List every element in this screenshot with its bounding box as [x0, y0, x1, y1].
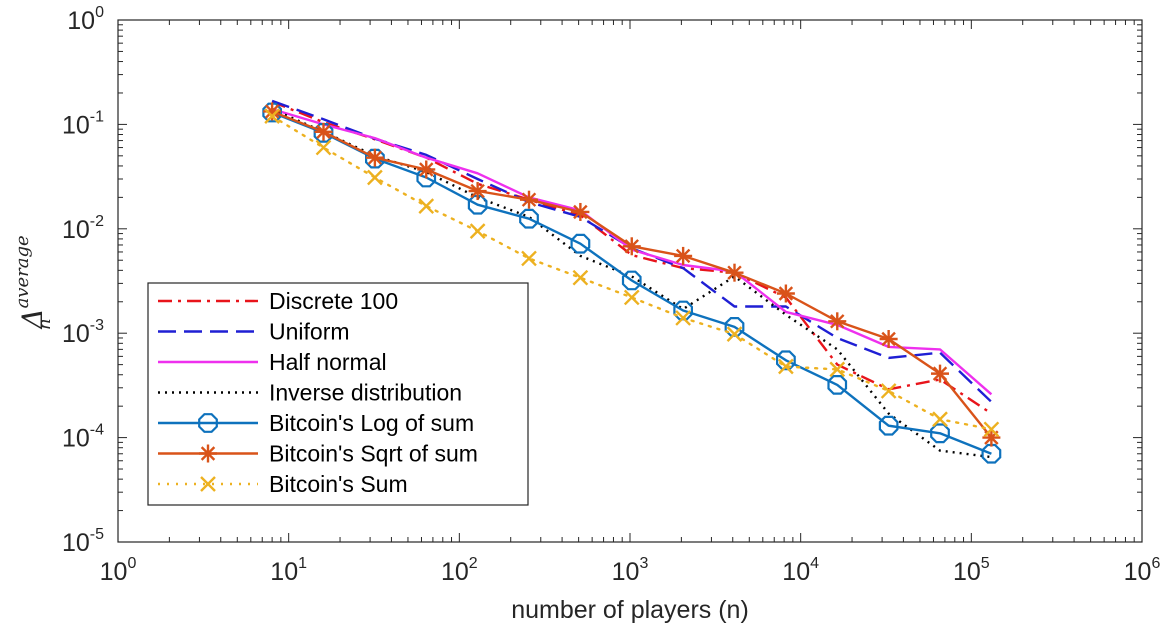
- series-point: [621, 270, 642, 291]
- series-point: [468, 182, 487, 201]
- series-point: [521, 250, 537, 267]
- series-layer: [262, 99, 1002, 464]
- legend-label: Half normal: [269, 349, 387, 375]
- series-point: [262, 102, 282, 123]
- series-line: [271, 108, 992, 459]
- y-tick-label: 100: [67, 4, 104, 35]
- legend-label: Inverse distribution: [269, 380, 462, 406]
- x-tick-label: 106: [1124, 555, 1161, 586]
- series-point: [315, 139, 332, 156]
- series-point: [828, 312, 847, 331]
- series-point: [417, 160, 436, 179]
- legend-item: Bitcoin's Sum: [158, 471, 408, 497]
- series-point: [418, 198, 435, 214]
- legend-label: Discrete 100: [269, 288, 398, 314]
- x-tick-label: 100: [100, 555, 137, 586]
- x-tick-label: 101: [270, 555, 307, 586]
- series-bitcoin-s-log-of-sum: [262, 102, 1002, 464]
- series-point: [469, 223, 486, 239]
- series-point: [200, 476, 216, 492]
- legend-item: Half normal: [158, 349, 387, 375]
- series-point: [930, 423, 950, 444]
- series-point: [725, 263, 744, 282]
- y-axis-title-sup: average: [12, 235, 33, 308]
- series-point: [623, 289, 640, 306]
- legend-item: Discrete 100: [158, 288, 398, 314]
- series-point: [879, 329, 898, 348]
- series-inverse-distribution: [271, 108, 992, 459]
- axis-layer: 100 101 102 103 104 105 106 10-5 10-4 10-3 10-2 10-…: [62, 4, 1161, 586]
- legend-label: Bitcoin's Log of sum: [269, 410, 474, 436]
- series-point: [314, 122, 333, 141]
- legend-item: Inverse distribution: [158, 380, 462, 406]
- series-point: [467, 194, 488, 215]
- series-point: [827, 375, 848, 395]
- legend-item: Bitcoin's Sqrt of sum: [158, 441, 478, 467]
- legend-label: Uniform: [269, 319, 350, 345]
- series-point: [622, 237, 641, 256]
- legend-label: Bitcoin's Sum: [269, 471, 408, 497]
- series-point: [570, 233, 591, 254]
- series-point: [199, 444, 217, 463]
- legend-item: Bitcoin's Log of sum: [158, 410, 474, 436]
- series-point: [981, 443, 1002, 464]
- x-tick-label: 105: [953, 555, 990, 586]
- legend: Discrete 100 Uniform Half normal Inverse di…: [147, 282, 529, 506]
- svg-text:Δaverage: Δaverage: [12, 235, 49, 329]
- x-axis-title: number of players (n): [511, 596, 749, 624]
- series-point: [880, 383, 897, 399]
- series-point: [365, 148, 384, 167]
- y-axis-title-main: Δ: [16, 308, 49, 329]
- series-point: [520, 190, 539, 209]
- x-tick-label: 104: [782, 555, 819, 586]
- series-point: [778, 358, 794, 375]
- series-point: [675, 310, 691, 326]
- series-point: [572, 269, 589, 286]
- series-point: [519, 208, 539, 229]
- series-point: [931, 364, 950, 383]
- y-tick-label: 10-5: [62, 526, 104, 557]
- y-axis-title-sub: n: [34, 318, 55, 330]
- legend-item: Uniform: [158, 319, 350, 345]
- x-tick-label: 102: [441, 555, 478, 586]
- legend-box: [147, 282, 529, 506]
- series-point: [932, 411, 948, 428]
- legend-label: Bitcoin's Sqrt of sum: [269, 441, 478, 467]
- x-tick-label: 103: [612, 555, 649, 586]
- y-tick-label: 10-4: [62, 422, 104, 453]
- series-point: [776, 284, 795, 303]
- series-line: [271, 111, 992, 455]
- y-axis-title: Δaverage n: [12, 235, 55, 330]
- plot-frame: [117, 19, 1143, 543]
- series-point: [367, 169, 383, 186]
- y-tick-label: 10-3: [62, 317, 104, 348]
- y-tick-label: 10-2: [62, 213, 104, 244]
- series-bitcoin-s-sum: [264, 108, 1000, 438]
- series-point: [674, 246, 693, 265]
- series-point: [726, 326, 743, 342]
- series-point: [264, 108, 280, 124]
- series-point: [982, 428, 1001, 447]
- series-point: [365, 148, 385, 169]
- series-point: [878, 415, 899, 436]
- series-point: [198, 413, 218, 433]
- series-point: [829, 361, 846, 378]
- y-tick-label: 10-1: [62, 108, 104, 139]
- series-point: [983, 421, 1000, 438]
- series-point: [571, 202, 590, 221]
